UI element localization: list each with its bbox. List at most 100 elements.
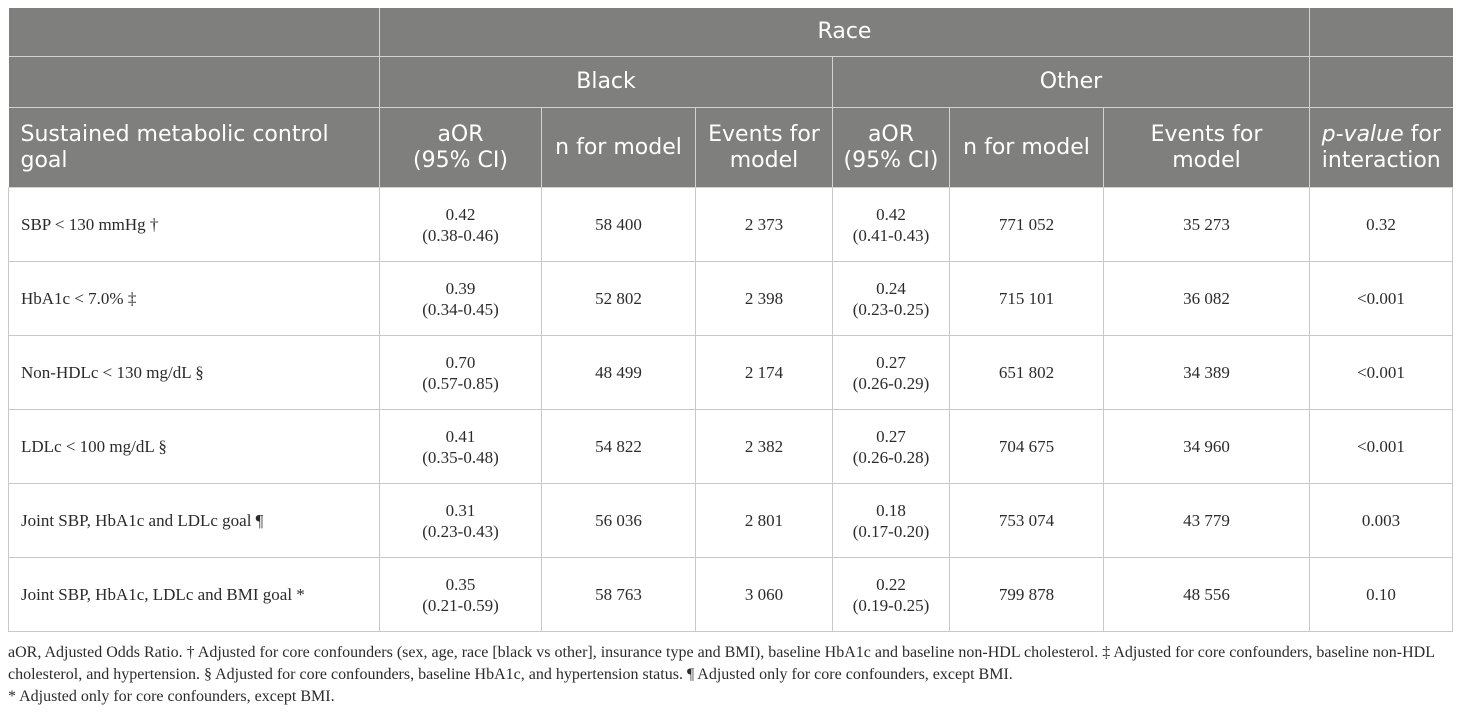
ci-value: (0.17-0.20) [852, 521, 930, 541]
goal-cell: Joint SBP, HbA1c and LDLc goal ¶ [8, 483, 380, 558]
other-n-cell: 651 802 [949, 335, 1104, 410]
black-events-cell: 3 060 [695, 557, 833, 632]
other-n-cell: 799 878 [949, 557, 1104, 632]
goal-cell: HbA1c < 7.0% ‡ [8, 261, 380, 336]
table-row: LDLc < 100 mg/dL § 0.41 (0.35-0.48) 54 82… [8, 409, 1454, 484]
aor-value: 0.22 [876, 574, 906, 594]
header-aor: aOR [867, 121, 915, 147]
ci-value: (0.35-0.48) [422, 447, 499, 467]
black-n-cell: 56 036 [541, 483, 696, 558]
header-aor: aOR [437, 121, 484, 147]
black-n-cell: 48 499 [541, 335, 696, 410]
black-events-cell: 2 174 [695, 335, 833, 410]
pvalue-cell: <0.001 [1309, 261, 1454, 336]
ci-value: (0.23-0.43) [422, 521, 499, 541]
other-events-cell: 48 556 [1103, 557, 1311, 632]
aor-value: 0.35 [445, 574, 476, 594]
ci-value: (0.41-0.43) [852, 225, 930, 245]
other-events-cell: 34 960 [1103, 409, 1311, 484]
aor-value: 0.24 [876, 278, 906, 298]
header-other-n: n for model [949, 107, 1104, 188]
pvalue-cell: 0.32 [1309, 187, 1454, 262]
black-events-cell: 2 801 [695, 483, 833, 558]
header-empty [8, 8, 380, 57]
pvalue-cell: <0.001 [1309, 409, 1454, 484]
header-pvalue-italic: p-value [1321, 121, 1404, 147]
aor-value: 0.42 [445, 204, 476, 224]
other-events-cell: 36 082 [1103, 261, 1311, 336]
table-row: Joint SBP, HbA1c, LDLc and BMI goal * 0.… [8, 557, 1454, 632]
black-aor-cell: 0.39 (0.34-0.45) [379, 261, 542, 336]
other-aor-cell: 0.22 (0.19-0.25) [832, 557, 950, 632]
aor-value: 0.42 [876, 204, 906, 224]
table-row: Non-HDLc < 130 mg/dL § 0.70 (0.57-0.85) 4… [8, 335, 1454, 410]
header-pvalue: p-value for interaction [1309, 107, 1453, 188]
header-black: Black [379, 56, 833, 108]
header-race: Race [379, 8, 1311, 57]
aor-value: 0.18 [876, 500, 906, 520]
table-body: SBP < 130 mmHg † 0.42 (0.38-0.46) 58 400 … [8, 187, 1454, 632]
other-events-cell: 43 779 [1103, 483, 1311, 558]
results-table-container: Race Black Other Sustained metabolic con… [8, 8, 1454, 632]
aor-value: 0.41 [445, 426, 476, 446]
header-empty [1309, 8, 1453, 57]
black-n-cell: 52 802 [541, 261, 696, 336]
header-other-events: Events for model [1103, 107, 1311, 188]
black-events-cell: 2 398 [695, 261, 833, 336]
header-empty [8, 56, 380, 108]
black-events-cell: 2 373 [695, 187, 833, 262]
other-n-cell: 771 052 [949, 187, 1104, 262]
results-table: Race Black Other Sustained metabolic con… [8, 8, 1454, 632]
table-footnote: aOR, Adjusted Odds Ratio. † Adjusted for… [8, 642, 1452, 708]
header-events-2: model [1172, 147, 1241, 173]
header-black-events: Events for model [695, 107, 833, 188]
aor-value: 0.70 [445, 352, 476, 372]
header-black-aor: aOR (95% CI) [379, 107, 542, 188]
header-pvalue-rest: for [1403, 121, 1441, 147]
other-aor-cell: 0.27 (0.26-0.28) [832, 409, 950, 484]
other-aor-cell: 0.27 (0.26-0.29) [832, 335, 950, 410]
ci-value: (0.26-0.28) [852, 447, 930, 467]
other-n-cell: 704 675 [949, 409, 1104, 484]
other-n-cell: 715 101 [949, 261, 1104, 336]
ci-value: (0.19-0.25) [852, 595, 930, 615]
header-events-1: Events for [708, 121, 820, 147]
pvalue-cell: 0.10 [1309, 557, 1454, 632]
goal-cell: Joint SBP, HbA1c, LDLc and BMI goal * [8, 557, 380, 632]
header-goal: Sustained metabolic control goal [8, 107, 380, 188]
black-n-cell: 58 763 [541, 557, 696, 632]
header-empty [1309, 56, 1453, 108]
black-n-cell: 58 400 [541, 187, 696, 262]
black-n-cell: 54 822 [541, 409, 696, 484]
black-aor-cell: 0.70 (0.57-0.85) [379, 335, 542, 410]
other-n-cell: 753 074 [949, 483, 1104, 558]
other-events-cell: 34 389 [1103, 335, 1311, 410]
header-other: Other [832, 56, 1311, 108]
black-aor-cell: 0.31 (0.23-0.43) [379, 483, 542, 558]
header-interaction: interaction [1321, 147, 1441, 173]
other-aor-cell: 0.24 (0.23-0.25) [832, 261, 950, 336]
aor-value: 0.27 [876, 352, 906, 372]
table-header: Race Black Other Sustained metabolic con… [8, 8, 1453, 188]
ci-value: (0.34-0.45) [422, 299, 499, 319]
footnote-line-1: aOR, Adjusted Odds Ratio. † Adjusted for… [8, 644, 1435, 683]
other-aor-cell: 0.18 (0.17-0.20) [832, 483, 950, 558]
aor-value: 0.31 [445, 500, 476, 520]
ci-value: (0.23-0.25) [852, 299, 930, 319]
black-aor-cell: 0.42 (0.38-0.46) [379, 187, 542, 262]
black-events-cell: 2 382 [695, 409, 833, 484]
black-aor-cell: 0.35 (0.21-0.59) [379, 557, 542, 632]
black-aor-cell: 0.41 (0.35-0.48) [379, 409, 542, 484]
table-row: HbA1c < 7.0% ‡ 0.39 (0.34-0.45) 52 802 2 … [8, 261, 1454, 336]
pvalue-cell: <0.001 [1309, 335, 1454, 410]
header-events-2: model [729, 147, 799, 173]
header-other-aor: aOR (95% CI) [832, 107, 950, 188]
aor-value: 0.39 [445, 278, 476, 298]
pvalue-cell: 0.003 [1309, 483, 1454, 558]
header-events-1: Events for [1150, 121, 1263, 147]
goal-cell: Non-HDLc < 130 mg/dL § [8, 335, 380, 410]
ci-value: (0.26-0.29) [852, 373, 930, 393]
header-ci: (95% CI) [413, 147, 508, 173]
table-row: SBP < 130 mmHg † 0.42 (0.38-0.46) 58 400 … [8, 187, 1454, 262]
ci-value: (0.21-0.59) [422, 595, 499, 615]
